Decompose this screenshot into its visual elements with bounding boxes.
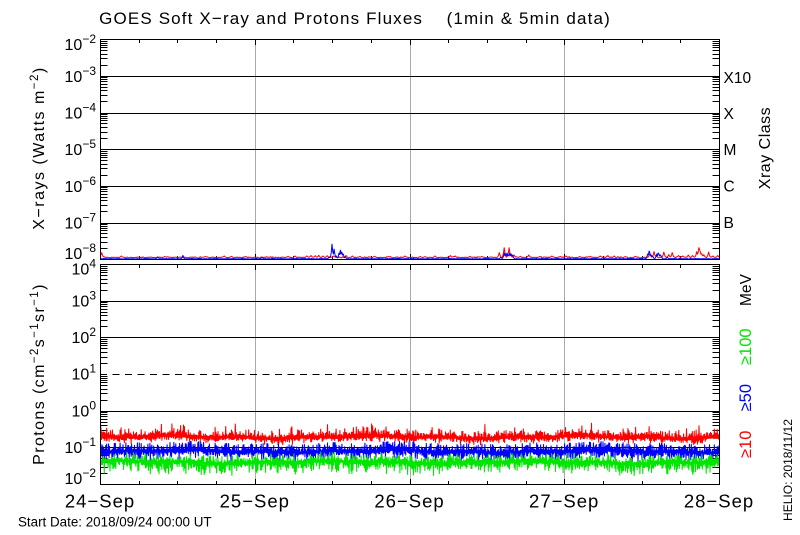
svg-text:10−1: 10−1 [65, 435, 97, 457]
svg-text:MeV: MeV [738, 273, 755, 306]
svg-text:X−rays (Watts m−2): X−rays (Watts m−2) [29, 66, 48, 230]
svg-text:103: 103 [72, 289, 97, 311]
svg-text:10−6: 10−6 [65, 174, 97, 196]
svg-text:≥50: ≥50 [737, 384, 755, 411]
svg-text:10−5: 10−5 [65, 137, 97, 159]
svg-text:M: M [724, 142, 737, 159]
svg-text:10−2: 10−2 [65, 32, 97, 54]
svg-text:B: B [724, 215, 734, 232]
svg-text:Xray Class: Xray Class [757, 107, 774, 189]
svg-text:102: 102 [72, 325, 97, 347]
svg-text:X10: X10 [724, 70, 752, 87]
svg-text:Start Date: 2018/09/24 00:00 U: Start Date: 2018/09/24 00:00 UT [18, 515, 212, 530]
svg-text:X: X [724, 106, 735, 123]
svg-text:104: 104 [72, 257, 97, 279]
svg-text:25−Sep: 25−Sep [220, 491, 290, 512]
svg-text:HELIO: 2018/11/12: HELIO: 2018/11/12 [781, 419, 795, 521]
svg-text:10−7: 10−7 [65, 210, 97, 232]
svg-text:C: C [724, 179, 735, 196]
svg-text:≥100: ≥100 [737, 328, 755, 365]
svg-text:24−Sep: 24−Sep [65, 491, 135, 512]
svg-text:27−Sep: 27−Sep [529, 491, 599, 512]
svg-text:26−Sep: 26−Sep [374, 491, 444, 512]
svg-text:10−8: 10−8 [65, 241, 97, 263]
svg-text:10−4: 10−4 [65, 100, 97, 122]
svg-text:≥10: ≥10 [737, 431, 755, 458]
svg-text:100: 100 [72, 399, 97, 421]
svg-text:GOES Soft X−ray and Protons Fl: GOES Soft X−ray and Protons Fluxes (1min… [99, 9, 611, 28]
svg-text:Protons (cm−2s−1sr−1): Protons (cm−2s−1sr−1) [29, 283, 48, 465]
svg-text:10−2: 10−2 [65, 466, 97, 488]
svg-text:28−Sep: 28−Sep [684, 491, 754, 512]
svg-text:10−3: 10−3 [65, 64, 97, 86]
svg-text:101: 101 [72, 362, 97, 384]
